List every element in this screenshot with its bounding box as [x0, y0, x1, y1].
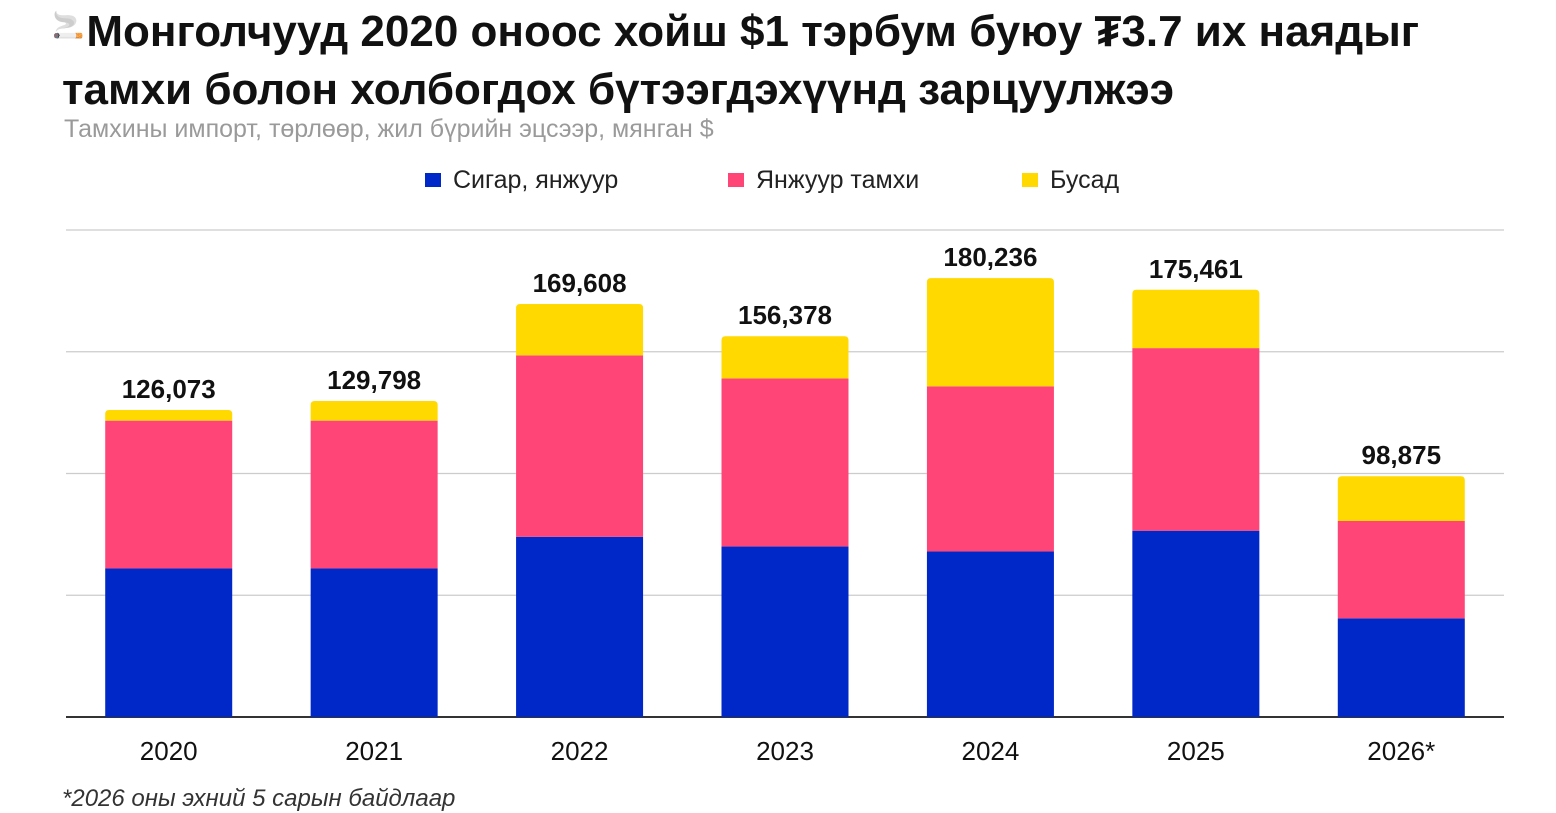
total-label: 98,875 [1362, 440, 1442, 470]
bar-segment-2024-s2 [926, 278, 1054, 387]
total-label: 180,236 [943, 242, 1037, 272]
chart-subtitle: Тамхины импорт, төрлөөр, жил бүрийн эцсэ… [64, 115, 714, 143]
bar-segment-2022-s2 [516, 304, 644, 356]
bar-segment-2024-s0 [926, 551, 1054, 717]
legend-swatch-cigarette [728, 173, 744, 187]
bar-segment-2023-s0 [721, 546, 849, 717]
chart-title: 🚬Монголчууд 2020 оноос хойш $1 тэрбум бу… [52, 0, 1532, 119]
legend-swatch-other [1022, 173, 1038, 187]
total-label: 126,073 [122, 374, 216, 404]
bar-segment-2022-s0 [516, 536, 644, 717]
bar-segment-2020-s1 [105, 420, 233, 569]
bar-segment-2021-s0 [310, 568, 438, 717]
footnote: *2026 оны эхний 5 сарын байдлаар [62, 785, 456, 812]
total-labels: 126,073 129,798 169,608 156,378 180,236 175,4… [122, 242, 1441, 470]
x-tick-label: 2025 [1167, 736, 1225, 766]
x-tick-label: 2021 [345, 736, 403, 766]
legend-item-other: Бусад [1022, 163, 1119, 197]
bar-segment-2020-s2 [105, 410, 233, 421]
x-tick-label: 2020 [140, 736, 198, 766]
legend-item-cigar: Сигар, янжуур [425, 163, 618, 197]
bar-segment-2021-s1 [310, 420, 438, 569]
x-tick-label: 2024 [962, 736, 1020, 766]
bar-segment-2025-s0 [1132, 530, 1260, 717]
bar-segment-2026-s0 [1337, 618, 1465, 717]
bar-segment-2026-s2 [1337, 476, 1465, 521]
legend-item-cigarette: Янжуур тамхи [728, 163, 919, 197]
legend-swatch-cigar [425, 173, 441, 187]
legend-label-cigar: Сигар, янжуур [453, 165, 619, 194]
bar-segment-2025-s2 [1132, 289, 1260, 349]
total-label: 156,378 [738, 300, 832, 330]
bar-segment-2024-s1 [926, 386, 1054, 552]
bar-segment-2022-s1 [516, 355, 644, 537]
x-axis-labels: 2020 2021 2022 2023 2024 2025 2026* [140, 736, 1435, 766]
bar-segment-2021-s2 [310, 400, 438, 421]
bar-segment-2023-s2 [721, 336, 849, 379]
legend: Сигар, янжуур Янжуур тамхи Бусад [0, 163, 1556, 197]
legend-label-cigarette: Янжуур тамхи [756, 165, 920, 194]
bar-segment-2023-s1 [721, 378, 849, 547]
bars [105, 278, 1465, 717]
bar-segment-2026-s1 [1337, 520, 1465, 619]
bar-segment-2020-s0 [105, 568, 233, 717]
chart-title-text: Монголчууд 2020 оноос хойш $1 тэрбум бую… [62, 7, 1420, 114]
x-tick-label: 2026* [1367, 736, 1435, 766]
x-tick-label: 2023 [756, 736, 814, 766]
total-label: 175,461 [1149, 254, 1243, 284]
x-tick-label: 2022 [551, 736, 609, 766]
cigarette-icon: 🚬 [52, 10, 85, 40]
bar-segment-2025-s1 [1132, 348, 1260, 531]
legend-label-other: Бусад [1050, 165, 1120, 194]
total-label: 169,608 [533, 268, 627, 298]
total-label: 129,798 [327, 365, 421, 395]
